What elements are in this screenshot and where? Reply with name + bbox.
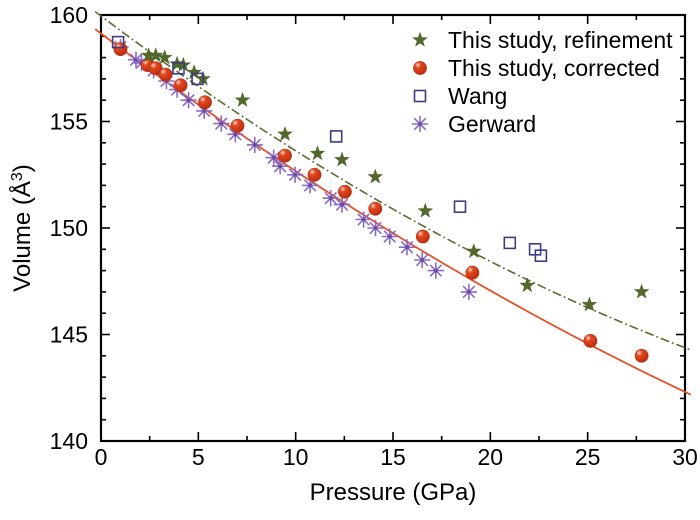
svg-text:160: 160	[50, 2, 88, 28]
svg-text:Volume (Å3): Volume (Å3)	[8, 164, 36, 292]
svg-text:5: 5	[192, 444, 205, 470]
svg-text:145: 145	[50, 322, 88, 348]
svg-text:20: 20	[478, 444, 504, 470]
svg-text:Wang: Wang	[448, 83, 507, 109]
svg-text:140: 140	[50, 428, 88, 454]
svg-text:150: 150	[50, 215, 88, 241]
svg-text:Gerward: Gerward	[448, 111, 536, 137]
svg-text:15: 15	[380, 444, 406, 470]
svg-text:This study, corrected: This study, corrected	[448, 55, 660, 81]
svg-text:10: 10	[283, 444, 309, 470]
svg-text:This study, refinement: This study, refinement	[448, 27, 673, 53]
svg-text:0: 0	[95, 444, 108, 470]
svg-text:155: 155	[50, 109, 88, 135]
svg-text:30: 30	[672, 444, 698, 470]
svg-text:25: 25	[575, 444, 601, 470]
svg-text:Pressure (GPa): Pressure (GPa)	[310, 479, 477, 506]
